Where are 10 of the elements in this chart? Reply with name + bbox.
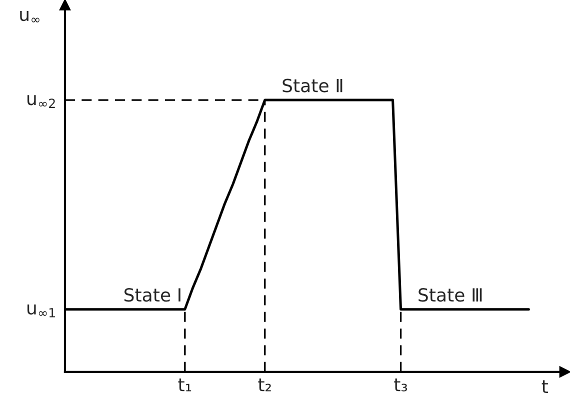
- x-axis-title: t: [542, 380, 548, 393]
- annotation: State Ⅰ: [124, 288, 180, 302]
- text: u$_{∞1}$: [27, 304, 55, 318]
- annotation: State Ⅱ: [282, 78, 342, 92]
- x-tick-label: t₃: [394, 378, 408, 392]
- ref-line-label: u$_{∞2}$: [27, 94, 55, 108]
- x-tick-label: t₁: [178, 378, 192, 392]
- annotation: State Ⅲ: [418, 288, 482, 302]
- x-tick-label: t₂: [258, 378, 271, 392]
- y-axis-title: u$_{∞}$: [20, 10, 40, 22]
